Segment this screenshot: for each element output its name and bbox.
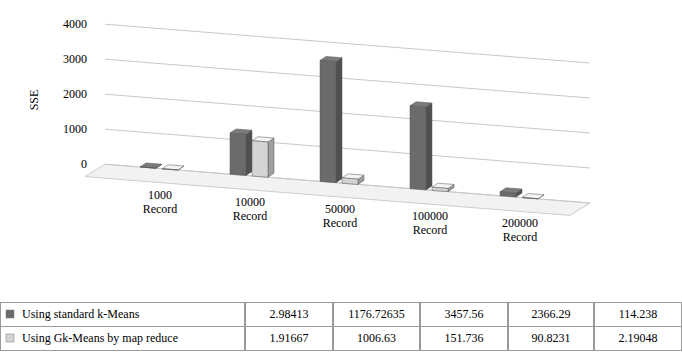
category-label: 200000Record [502,216,538,244]
category-label-line: Record [233,209,268,223]
axis-label: SSE [27,90,41,111]
table-cell [595,327,682,351]
table-value: 114.238 [619,307,658,321]
table-value: 151.736 [445,331,484,345]
tick-label: 4000 [63,17,87,31]
plot-area [140,56,544,198]
table-value: 90.8231 [532,331,571,345]
bar [410,102,432,190]
table-value: 2.19048 [619,331,658,345]
bar-side [268,138,274,177]
bar-side [246,130,252,175]
category-label-line: 50000 [325,202,355,216]
grid-line [105,129,590,168]
bar [140,163,162,168]
grid-line [105,94,590,133]
bar [522,193,544,198]
bar-front [252,141,268,178]
category-label: 1000Record [143,188,178,216]
bar-side [426,103,432,190]
category-label: 10000Record [233,195,268,223]
category-label-line: 10000 [235,195,265,209]
grid-line [105,164,590,203]
table-cell [1,303,245,327]
grid-line [105,24,590,63]
category-label-line: 200000 [502,216,538,230]
bar-top [162,165,184,170]
legend-swatch [6,334,14,342]
category-label-line: 1000 [148,188,172,202]
category-label-line: Record [143,202,178,216]
bar-front [320,60,336,182]
legend-label: Using Gk-Means by map reduce [22,331,178,345]
bar [252,137,274,178]
category-label-line: Record [413,223,448,237]
table-cell [334,327,420,351]
category-label: 100000Record [412,209,448,237]
table-cell [246,327,333,351]
category-label-line: Record [323,216,358,230]
bar-front [522,197,538,198]
tick-label: 3000 [63,52,87,66]
table-value: 2366.29 [532,307,571,321]
bar-front [500,192,516,197]
table-value: 1.91667 [270,331,309,345]
tick-label: 2000 [63,87,87,101]
bar [162,165,184,170]
table-value: 3457.56 [445,307,484,321]
bar-top [522,193,544,198]
tick-label: 1000 [63,122,87,136]
bar-side [336,58,342,183]
legend-swatch [6,310,14,318]
bar-front [162,169,178,170]
grid-line [105,59,590,98]
bar-front [432,187,448,191]
bar-front [140,167,156,168]
category-label-line: 100000 [412,209,448,223]
table-cell [595,303,682,327]
table-cell [509,303,594,327]
table-cell [1,327,245,351]
bar [230,129,252,175]
table-cell [421,303,508,327]
category-label: 50000Record [323,202,358,230]
table-value: 1176.72635 [348,307,405,321]
bar-front [230,133,246,175]
table-value: 1006.63 [357,331,396,345]
chart: 01000200030004000SSE1000Record10000Recor… [0,0,682,364]
table-cell [334,303,420,327]
bar [320,56,342,182]
legend-label: Using standard k-Means [22,307,140,321]
bar [342,174,364,185]
bar-front [410,106,426,190]
bar [432,183,454,191]
bar [500,188,522,197]
bar-top [140,163,162,168]
table-cell [421,327,508,351]
table-value: 2.98413 [270,307,309,321]
table-cell [509,327,594,351]
category-label-line: Record [503,230,538,244]
table-cell [246,303,333,327]
bar-front [342,178,358,185]
tick-label: 0 [81,157,87,171]
